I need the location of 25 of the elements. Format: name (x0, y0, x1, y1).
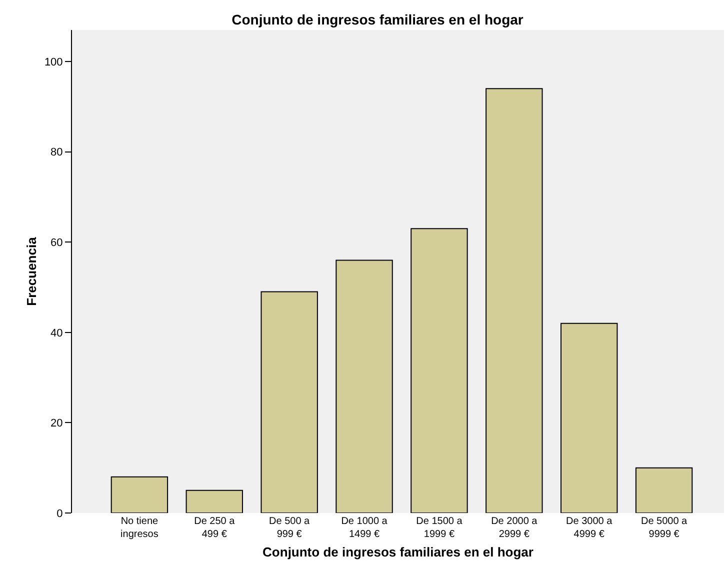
x-tick-label: De 1000 a 1499 € (341, 516, 388, 540)
y-tick-label: 80 (50, 146, 63, 159)
bar (486, 88, 543, 513)
y-tick-label: 20 (50, 418, 63, 430)
x-tick-label: De 500 a 999 € (269, 516, 310, 540)
x-tick-label: De 5000 a 9999 € (640, 516, 688, 540)
y-tick-label: 60 (50, 237, 63, 250)
x-tick-label: De 250 a 499 € (194, 516, 236, 540)
bar (635, 467, 693, 513)
x-tick-label: De 3000 a 4999 € (566, 516, 613, 540)
x-axis-title: Conjunto de ingresos familiares en el hogar (262, 544, 534, 560)
x-tick-label: De 1500 a 1999 € (416, 516, 463, 540)
bar (560, 322, 618, 513)
bar (260, 291, 318, 513)
chart-title: Conjunto de ingresos familiares en el hogar (232, 11, 524, 28)
bar (110, 476, 168, 513)
bar (336, 260, 393, 513)
bar (410, 228, 468, 513)
bar (186, 490, 243, 513)
y-tick-label: 100 (44, 56, 63, 68)
x-tick-label: No tiene ingresos (120, 516, 159, 540)
y-tick-label: 0 (56, 508, 63, 520)
y-tick-label: 40 (50, 327, 63, 340)
y-axis-title: Frecuencia (24, 236, 39, 306)
x-tick-label: De 2000 a 2999 € (491, 516, 538, 540)
